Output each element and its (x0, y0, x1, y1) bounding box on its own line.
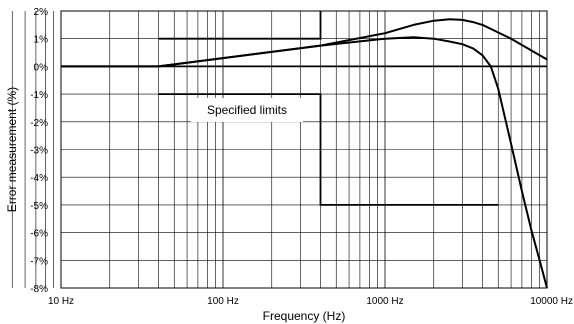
annotation-background (191, 98, 303, 122)
plot-frame (60, 10, 548, 289)
series-2-line (61, 36, 548, 289)
series-1-line (61, 18, 548, 68)
x-tick-label: 10 Hz (48, 296, 74, 307)
y-tick-label: -4% (30, 173, 48, 184)
x-axis-title: Frequency (Hz) (263, 309, 346, 323)
y-tick-labels: 2% 1% 0% -1% -2% -3% -4% -5% -6% -7% -8% (30, 7, 48, 295)
y-tick-label: 1% (34, 35, 49, 46)
x-tick-label: 10000 Hz (530, 296, 573, 307)
specified-limits (158, 11, 499, 206)
specified-limits-label: Specified limits (207, 103, 287, 117)
y-tick-label: 2% (34, 7, 49, 18)
y-tick-label: -2% (30, 118, 48, 129)
y-tick-label: -8% (30, 284, 48, 295)
y-tick-label: -6% (30, 229, 48, 240)
x-tick-label: 100 Hz (207, 296, 239, 307)
y-tick-label: -5% (30, 201, 48, 212)
y-tick-label: 0% (34, 62, 49, 73)
x-tick-labels: 10 Hz 100 Hz 1000 Hz 10000 Hz (48, 296, 573, 307)
y-tick-label: -1% (30, 90, 48, 101)
y-tick-label: -7% (30, 256, 48, 267)
x-tick-label: 1000 Hz (366, 296, 403, 307)
limit-upper (158, 11, 322, 40)
y-tick-label: -3% (30, 146, 48, 157)
limit-lower (158, 93, 499, 206)
y-axis-title: Error measurement (%) (5, 87, 19, 212)
error-curves (61, 18, 548, 289)
